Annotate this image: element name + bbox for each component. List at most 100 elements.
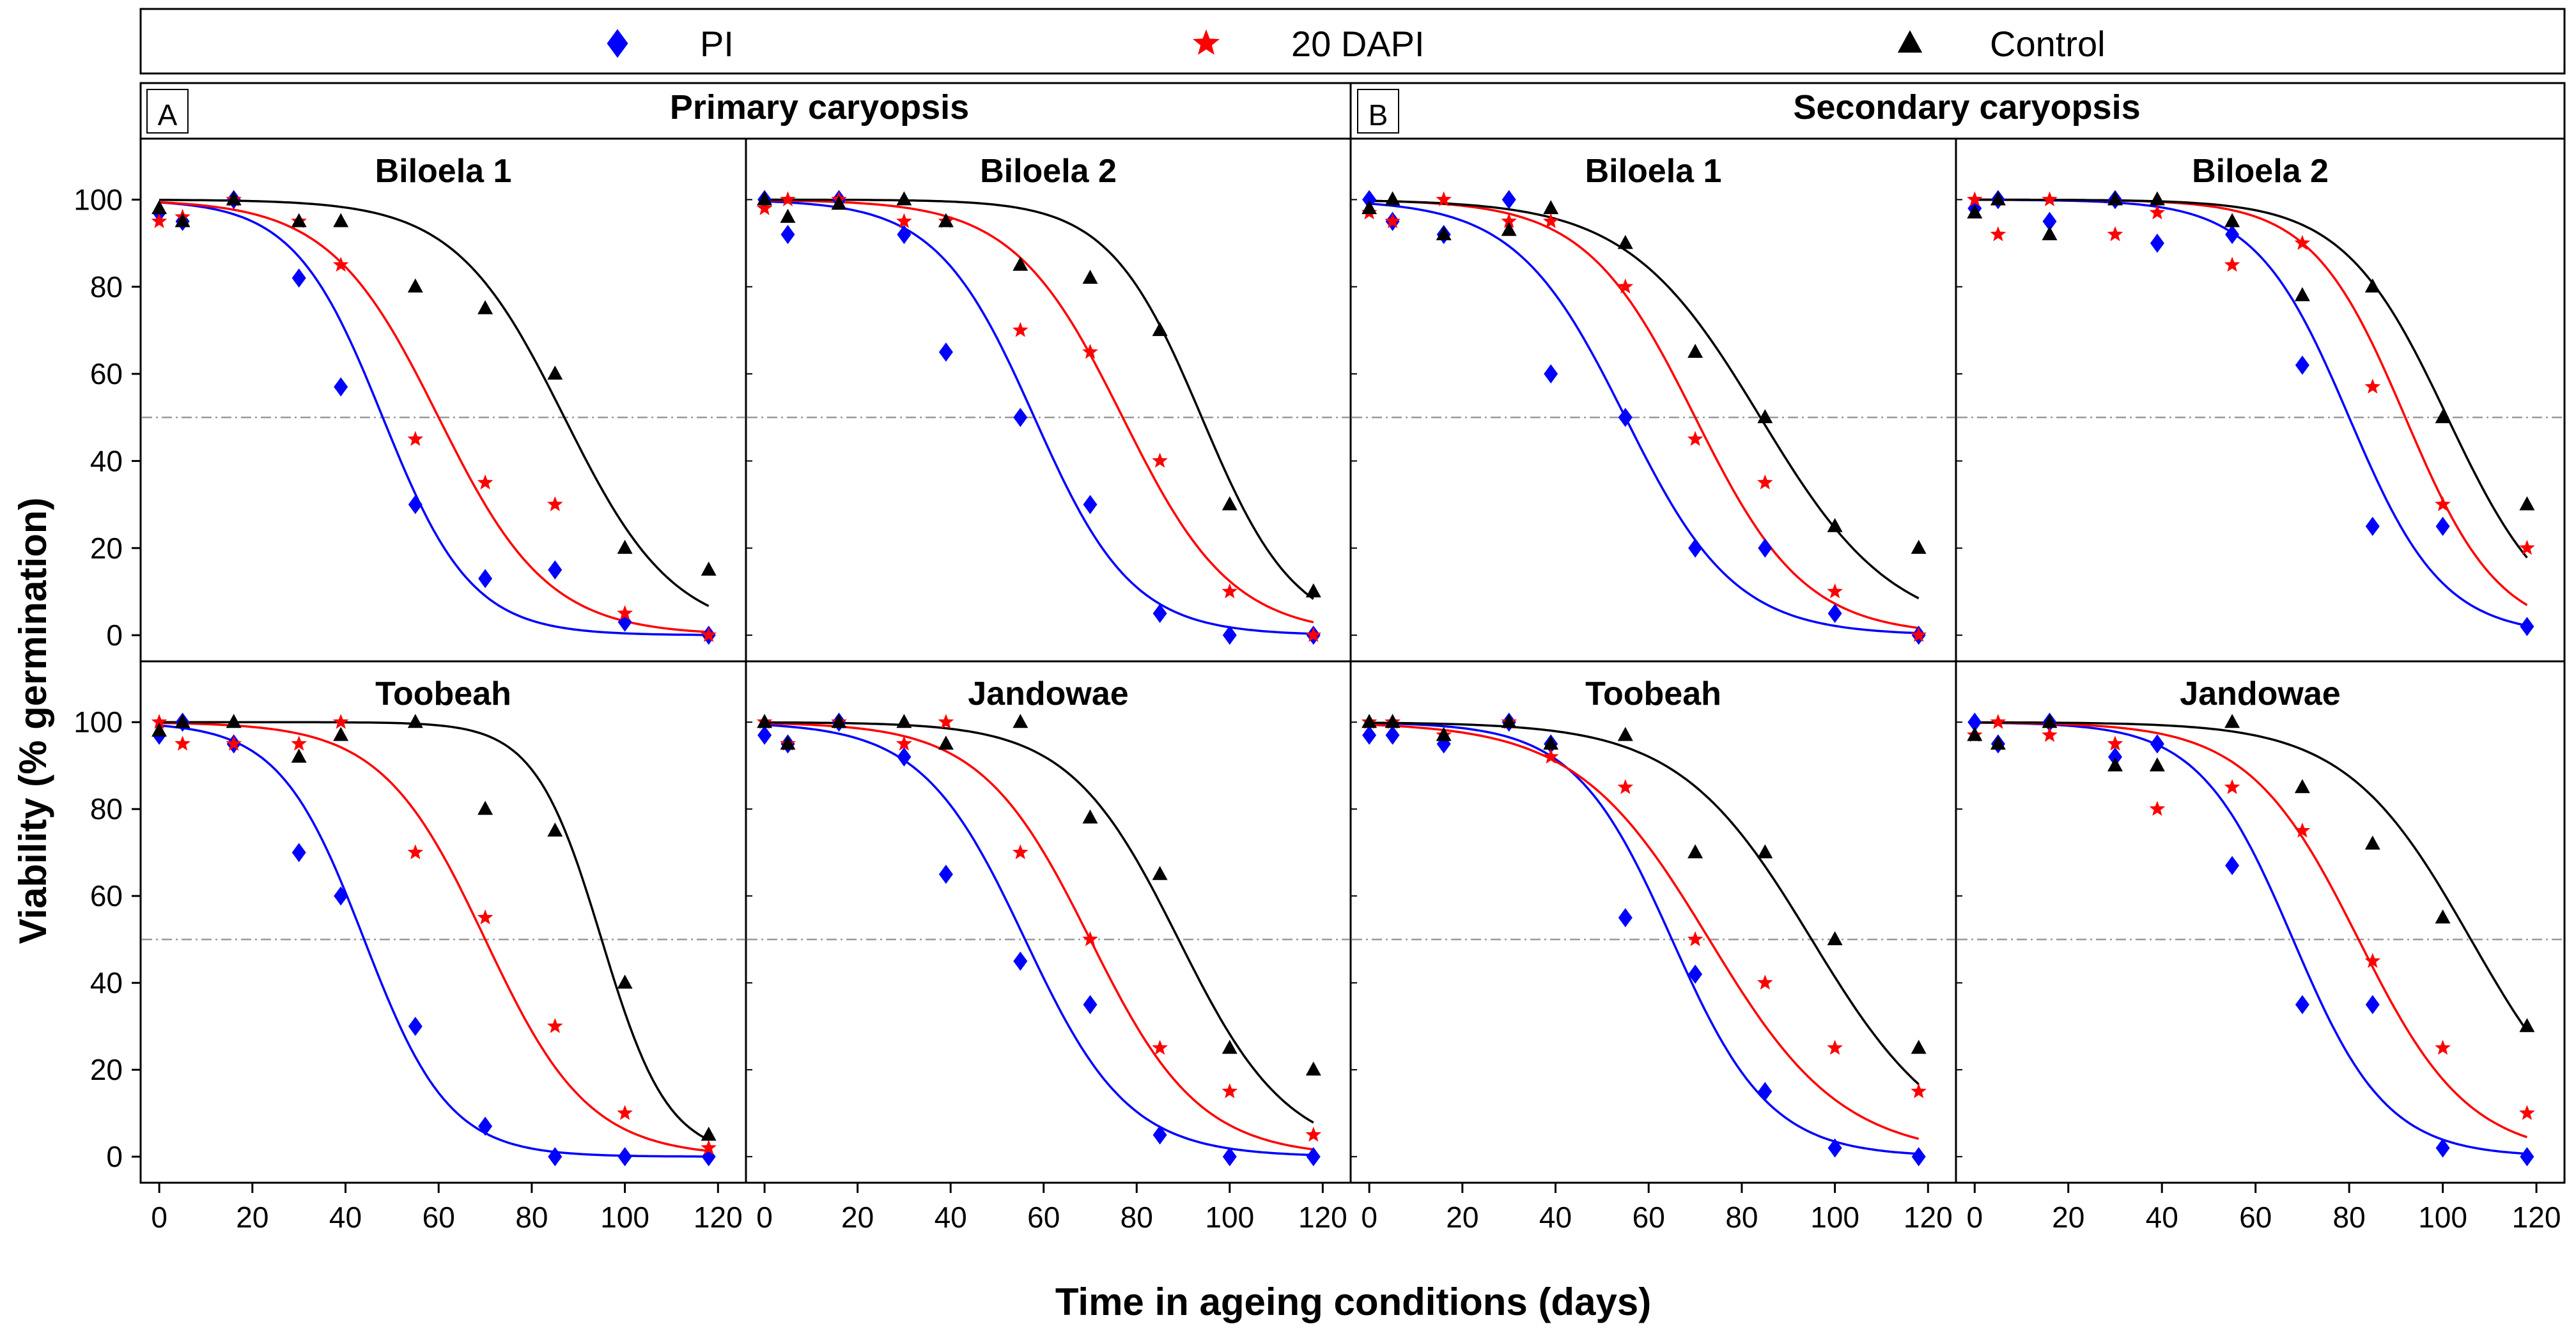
panel-6-jandowae-frame — [745, 660, 1352, 1184]
panel-8-jandowae-frame — [1955, 660, 2566, 1184]
panel-6-jandowae-xtick-label-40: 40 — [935, 1201, 967, 1234]
panel-5-toobeah-curve-pi — [159, 724, 709, 1158]
panel-4-biloela-2-curve-control — [1975, 198, 2528, 558]
panel-6-jandowae-curve-pi — [764, 723, 1314, 1157]
panel-3-biloela-1: Biloela 1 — [1349, 137, 1957, 663]
panel-6-jandowae-curve-control — [764, 721, 1314, 1124]
panel-7-toobeah-xtick-label-40: 40 — [1539, 1201, 1572, 1234]
panel-5-toobeah-xtick-label-120: 120 — [694, 1201, 743, 1234]
panel-5-toobeah-curve-20-dapi — [159, 721, 709, 1153]
panel-6-jandowae-xtick-label-100: 100 — [1205, 1201, 1254, 1234]
panel-5-toobeah-xtick-label-80: 80 — [515, 1201, 548, 1234]
panel-1-biloela-1-curve-control — [159, 199, 710, 608]
panel-6-jandowae-xtick-label-120: 120 — [1298, 1201, 1347, 1234]
panel-4-biloela-2: Biloela 2 — [1955, 137, 2566, 663]
section-b-letter: B — [1369, 98, 1388, 132]
panel-5-toobeah: Toobeah — [139, 660, 747, 1184]
panel-5-toobeah-xtick-label-60: 60 — [423, 1201, 455, 1234]
section-header-b: B Secondary caryopsis — [1349, 82, 2566, 140]
panel-7-toobeah-curve-control — [1369, 721, 1920, 1086]
panel-7-toobeah-curve-20-dapi — [1369, 723, 1920, 1140]
panel-1-biloela-1-ytick-label-80: 80 — [90, 270, 123, 304]
panel-7-toobeah-xtick-label-80: 80 — [1725, 1201, 1758, 1234]
panel-3-biloela-1-curve-control — [1369, 199, 1920, 599]
panel-1-biloela-1-ytick-label-60: 60 — [90, 357, 123, 390]
legend-entry-control: Control — [1897, 24, 2106, 64]
legend-20dapi-label: 20 DAPI — [1291, 24, 1425, 64]
panel-7-toobeah-xtick-label-120: 120 — [1904, 1201, 1953, 1234]
panel-5-toobeah-xtick-label-40: 40 — [329, 1201, 362, 1234]
legend-entry-pi: PI — [607, 24, 734, 64]
panel-8-jandowae-xtick-label-60: 60 — [2239, 1201, 2272, 1234]
legend-box — [139, 8, 2566, 75]
panel-2-biloela-2-curve-20-dapi — [764, 199, 1314, 624]
section-a-letter-box — [146, 89, 189, 134]
panel-2-biloela-2-curve-control — [764, 198, 1314, 600]
panel-8-jandowae-title: Jandowae — [2180, 675, 2340, 712]
panel-5-toobeah-curve-control — [159, 721, 710, 1141]
legend-pi-label: PI — [700, 24, 734, 64]
panel-3-biloela-1-title: Biloela 1 — [1585, 153, 1722, 190]
panel-1-biloela-1-ytick-label-20: 20 — [90, 532, 123, 565]
panel-3-biloela-1-curve-20-dapi — [1369, 199, 1919, 629]
panel-3-biloela-1-curve-pi — [1369, 202, 1919, 634]
panel-7-toobeah-curve-pi — [1369, 721, 1919, 1155]
panel-5-toobeah-xtick-label-20: 20 — [236, 1201, 268, 1234]
panel-7-toobeah-xtick-label-60: 60 — [1633, 1201, 1665, 1234]
panel-6-jandowae-title: Jandowae — [968, 675, 1128, 712]
panel-8-jandowae-xtick-label-100: 100 — [2418, 1201, 2467, 1234]
panel-1-biloela-1-ytick-label-100: 100 — [74, 183, 123, 216]
panel-5-toobeah-frame — [139, 660, 747, 1184]
section-header-a: A Primary caryopsis — [139, 82, 1352, 140]
legend-entry-20dapi: 20 DAPI — [1192, 24, 1425, 64]
panel-7-toobeah-frame — [1349, 660, 1957, 1184]
panel-6-jandowae-xtick-label-0: 0 — [756, 1201, 773, 1234]
panel-5-toobeah-ytick-label-20: 20 — [90, 1053, 123, 1086]
panel-2-biloela-2-curve-pi — [764, 200, 1314, 635]
panel-4-biloela-2-title: Biloela 2 — [2192, 153, 2329, 190]
panel-7-toobeah-xtick-label-20: 20 — [1446, 1201, 1478, 1234]
panel-1-biloela-1-ytick-label-40: 40 — [90, 444, 123, 477]
panel-2-biloela-2-frame — [745, 137, 1352, 663]
panel-7-toobeah: Toobeah — [1349, 660, 1957, 1184]
panel-1-biloela-1-curve-20-dapi — [159, 201, 709, 633]
x-axis-title: Time in ageing conditions (days) — [1055, 1280, 1651, 1323]
panel-4-biloela-2-frame — [1955, 137, 2566, 663]
panel-1-biloela-1-frame — [139, 137, 747, 663]
panel-6-jandowae-xtick-label-80: 80 — [1121, 1201, 1153, 1234]
panel-5-toobeah-xtick-label-100: 100 — [600, 1201, 649, 1234]
legend-control-label: Control — [1990, 24, 2106, 64]
y-axis-title: Viability (% germination) — [12, 498, 54, 944]
panel-8-jandowae-xtick-label-80: 80 — [2333, 1201, 2366, 1234]
panel-6-jandowae-xtick-label-60: 60 — [1027, 1201, 1060, 1234]
panel-1-biloela-1-ytick-label-0: 0 — [106, 619, 123, 652]
section-b-title: Secondary caryopsis — [1793, 88, 2140, 127]
panel-5-toobeah-title: Toobeah — [375, 675, 511, 712]
panel-7-toobeah-xtick-label-100: 100 — [1810, 1201, 1859, 1234]
panel-6-jandowae-xtick-label-20: 20 — [841, 1201, 874, 1234]
panel-8-jandowae-curve-pi — [1975, 721, 2527, 1155]
panel-6-jandowae: Jandowae — [745, 660, 1352, 1184]
panel-1-biloela-1: Biloela 1 — [139, 137, 747, 663]
section-b-letter-box — [1357, 89, 1399, 134]
panel-5-toobeah-xtick-label-0: 0 — [151, 1201, 167, 1234]
panel-8-jandowae-curve-20-dapi — [1975, 721, 2527, 1139]
panel-5-toobeah-ytick-label-100: 100 — [74, 705, 123, 739]
panel-5-toobeah-ytick-label-0: 0 — [106, 1140, 123, 1173]
section-a-letter: A — [158, 98, 178, 132]
panels: Biloela 1 Biloela 2 Biloela 1 Biloela 2 Toob… — [139, 137, 2566, 1184]
legend: PI 20 DAPI Control — [139, 8, 2566, 75]
panel-8-jandowae-curve-control — [1975, 721, 2528, 1032]
panel-7-toobeah-xtick-label-0: 0 — [1361, 1201, 1377, 1234]
panel-8-jandowae: Jandowae — [1955, 660, 2566, 1184]
axes: 0 20 40 60 80 100 0 20 40 60 80 100 0 20 40 60 80 100 120 0… — [74, 183, 2561, 1234]
panel-7-toobeah-title: Toobeah — [1585, 675, 1721, 712]
panel-8-jandowae-xtick-label-120: 120 — [2512, 1201, 2561, 1234]
panel-6-jandowae-curve-20-dapi — [764, 722, 1314, 1151]
panel-8-jandowae-xtick-label-20: 20 — [2052, 1201, 2084, 1234]
panel-1-biloela-1-title: Biloela 1 — [375, 153, 512, 190]
panel-8-jandowae-xtick-label-0: 0 — [1966, 1201, 1983, 1234]
panel-2-biloela-2-title: Biloela 2 — [980, 153, 1117, 190]
panel-3-biloela-1-frame — [1349, 137, 1957, 663]
